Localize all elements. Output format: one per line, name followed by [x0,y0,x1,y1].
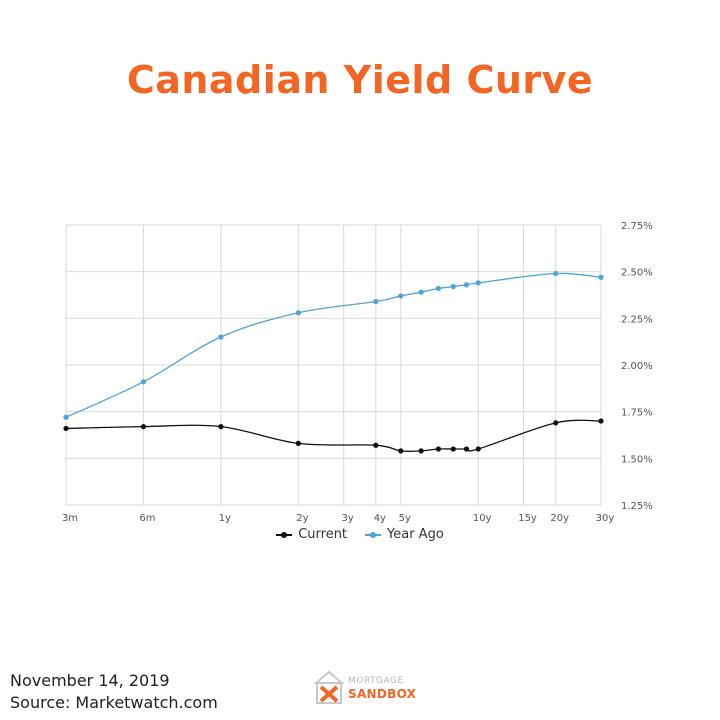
data-point-year-ago [553,270,559,277]
x-tick-label: 4y [374,513,386,524]
data-point-current [140,424,147,430]
x-tick-label: 6m [139,513,155,524]
legend-item-current[interactable]: Current [276,527,347,542]
logo-top-text: MORTGAGE [348,676,404,686]
legend-swatch-current [276,530,293,540]
footer-date: November 14, 2019 [10,671,170,690]
data-point-current [598,418,604,424]
y-tick-label: 1.50% [621,454,653,465]
logo-mark-icon [313,670,345,704]
data-point-year-ago [598,274,604,280]
data-point-year-ago [463,282,470,288]
y-tick-label: 2.50% [621,268,653,279]
mortgage-sandbox-logo: MORTGAGE SANDBOX [312,663,416,713]
x-tick-label: 10y [473,513,492,524]
series-line-current [65,419,602,453]
data-point-current [450,446,456,452]
x-tick-label: 5y [399,513,411,524]
data-point-current [463,446,470,452]
x-tick-label: 3m [62,513,78,524]
data-point-year-ago [418,289,424,295]
data-point-current [398,448,404,454]
x-tick-label: 3y [342,513,354,524]
y-tick-label: 2.00% [621,361,653,372]
x-tick-label: 15y [518,513,537,524]
y-tick-label: 1.25% [621,501,653,512]
chart-legend: Current Year Ago [0,527,720,542]
logo-bottom-text: SANDBOX [348,687,417,701]
footer: November 14, 2019 Source: Marketwatch.co… [10,670,218,714]
y-tick-label: 2.75% [621,221,653,232]
data-point-current [435,446,441,452]
x-tick-label: 30y [596,513,615,524]
data-point-year-ago [63,414,69,420]
data-point-current [218,424,224,430]
data-point-year-ago [218,334,224,340]
data-point-current [475,446,481,452]
y-tick-label: 2.25% [621,314,653,325]
data-point-year-ago [140,379,147,385]
legend-label-year-ago: Year Ago [387,527,444,542]
legend-item-year-ago[interactable]: Year Ago [365,527,444,542]
y-tick-label: 1.75% [621,408,653,419]
x-tick-label: 1y [219,513,231,524]
data-point-current [295,440,301,446]
data-point-current [553,420,559,426]
x-tick-label: 20y [550,513,569,524]
data-point-current [63,425,69,432]
data-point-year-ago [398,293,404,299]
data-point-year-ago [435,285,441,292]
data-point-year-ago [475,280,481,286]
footer-source: Source: Marketwatch.com [10,693,218,712]
chart-title: Canadian Yield Curve [126,58,594,102]
legend-label-current: Current [298,527,348,542]
series-line-year-ago [65,272,602,418]
data-point-year-ago [295,310,301,316]
data-point-year-ago [450,284,456,290]
data-point-current [373,442,379,448]
data-point-current [418,448,424,454]
legend-swatch-year-ago [365,530,382,540]
x-tick-label: 2y [296,513,308,524]
data-point-year-ago [373,298,379,305]
